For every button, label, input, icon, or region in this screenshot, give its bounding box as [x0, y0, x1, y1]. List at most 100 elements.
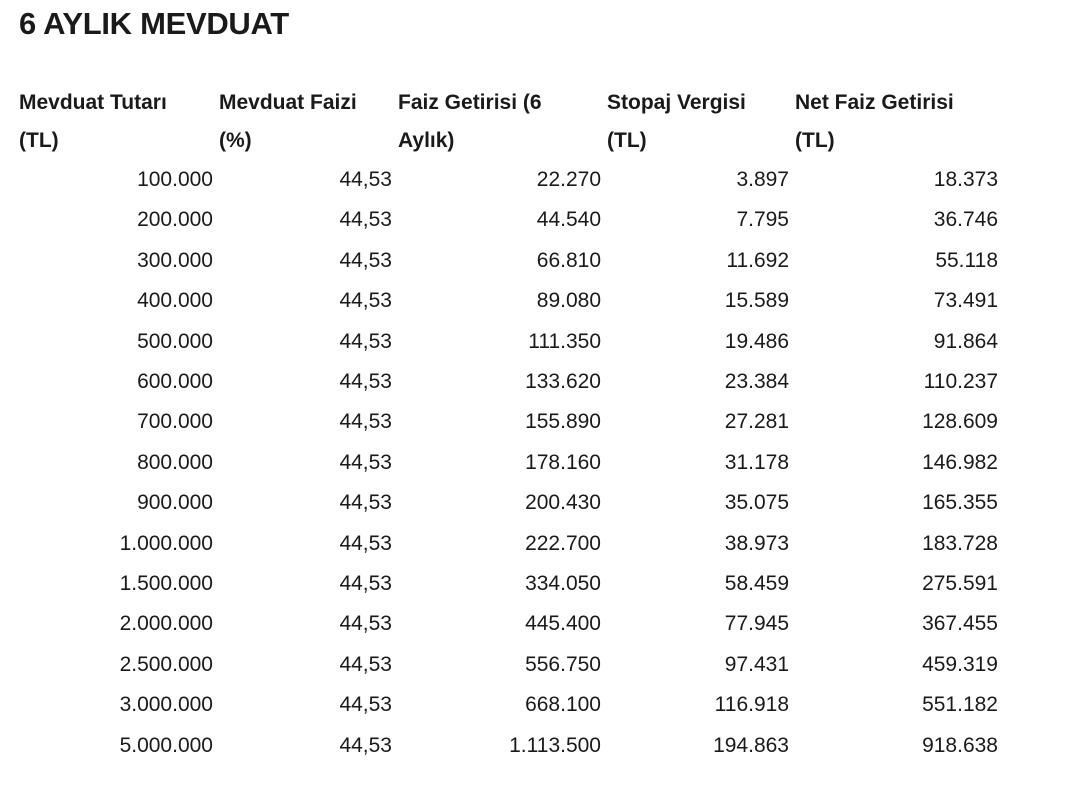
header-line: Stopaj Vergisi [607, 91, 746, 114]
cell-tax: 3.897 [736, 168, 789, 191]
table-row: 5.000.000 44,53 1.113.500 194.863 918.638 [16, 726, 1001, 766]
cell-amount: 800.000 [137, 450, 213, 474]
cell-rate: 44,53 [339, 248, 392, 272]
cell-net: 18.373 [933, 168, 998, 191]
header-line: (TL) [19, 129, 59, 152]
column-header-tax: Stopaj Vergisi (TL) [604, 84, 792, 160]
cell-net: 110.237 [923, 370, 998, 394]
cell-tax: 77.945 [724, 612, 789, 636]
table-row: 3.000.000 44,53 668.100 116.918 551.182 [16, 685, 1001, 725]
deposit-table: Mevduat Tutarı (TL) Mevduat Faizi (%) Faiz G… [16, 84, 1001, 766]
cell-amount: 200.000 [137, 208, 213, 232]
cell-interest: 200.430 [525, 491, 601, 515]
header-line: Faiz Getirisi (6 [398, 91, 542, 114]
column-header-net: Net Faiz Getirisi (TL) [792, 84, 1001, 160]
cell-net: 91.864 [933, 329, 998, 353]
cell-rate: 44,53 [339, 491, 392, 515]
cell-net: 918.638 [922, 733, 998, 757]
header-line: Aylık) [398, 129, 455, 152]
cell-rate: 44,53 [339, 208, 392, 232]
column-header-interest: Faiz Getirisi (6 Aylık) [395, 84, 604, 160]
cell-amount: 2.500.000 [119, 652, 213, 676]
cell-interest: 89.080 [536, 289, 601, 313]
cell-amount: 1.000.000 [119, 531, 213, 555]
cell-net: 183.728 [922, 531, 998, 555]
table-header-row: Mevduat Tutarı (TL) Mevduat Faizi (%) Faiz G… [16, 84, 1001, 160]
cell-rate: 44,53 [339, 410, 392, 434]
cell-rate: 44,53 [339, 652, 392, 676]
table-row: 700.000 44,53 155.890 27.281 128.609 [16, 402, 1001, 442]
header-line: (TL) [795, 129, 835, 152]
cell-amount: 5.000.000 [119, 733, 213, 757]
cell-net: 551.182 [922, 693, 998, 717]
cell-amount: 900.000 [137, 491, 213, 515]
cell-rate: 44,53 [339, 289, 392, 313]
cell-net: 55.118 [935, 248, 998, 272]
cell-interest: 66.810 [536, 248, 601, 272]
table-row: 1.000.000 44,53 222.700 38.973 183.728 [16, 524, 1001, 564]
cell-interest: 178.160 [525, 450, 601, 474]
cell-interest: 133.620 [525, 370, 601, 394]
cell-tax: 116.918 [714, 693, 789, 717]
cell-tax: 97.431 [724, 652, 789, 676]
header-line: Mevduat Faizi [219, 91, 357, 114]
cell-net: 36.746 [933, 208, 998, 232]
header-line: Net Faiz Getirisi [795, 91, 954, 114]
cell-tax: 19.486 [724, 329, 789, 353]
table-row: 900.000 44,53 200.430 35.075 165.355 [16, 483, 1001, 523]
cell-tax: 38.973 [724, 531, 789, 555]
cell-interest: 222.700 [525, 531, 601, 555]
cell-net: 146.982 [922, 450, 998, 474]
cell-tax: 194.863 [713, 733, 789, 757]
cell-amount: 2.000.000 [119, 612, 213, 636]
cell-tax: 7.795 [736, 208, 789, 232]
cell-net: 73.491 [933, 289, 998, 313]
cell-tax: 27.281 [724, 410, 789, 434]
cell-rate: 44,53 [339, 612, 392, 636]
cell-rate: 44,53 [339, 531, 392, 555]
header-line: Mevduat Tutarı [19, 91, 167, 114]
cell-rate: 44,53 [339, 370, 392, 394]
cell-tax: 23.384 [724, 370, 789, 394]
table-row: 200.000 44,53 44.540 7.795 36.746 [16, 200, 1001, 240]
cell-interest: 155.890 [525, 410, 601, 434]
cell-interest: 334.050 [525, 572, 601, 596]
cell-amount: 100.000 [137, 168, 213, 191]
cell-interest: 445.400 [525, 612, 601, 636]
cell-interest: 556.750 [525, 652, 601, 676]
page-title: 6 AYLIK MEVDUAT [19, 6, 289, 41]
cell-rate: 44,53 [339, 733, 392, 757]
table-row: 1.500.000 44,53 334.050 58.459 275.591 [16, 564, 1001, 604]
cell-net: 275.591 [922, 572, 998, 596]
cell-interest: 668.100 [525, 693, 601, 717]
cell-rate: 44,53 [339, 693, 392, 717]
cell-rate: 44,53 [339, 572, 392, 596]
cell-amount: 3.000.000 [119, 693, 213, 717]
cell-tax: 35.075 [724, 491, 789, 515]
cell-amount: 500.000 [137, 329, 213, 353]
table-row: 500.000 44,53 111.350 19.486 91.864 [16, 322, 1001, 362]
cell-interest: 111.350 [528, 329, 601, 353]
cell-amount: 400.000 [137, 289, 213, 313]
header-line: (TL) [607, 129, 647, 152]
cell-interest: 1.113.500 [509, 733, 601, 757]
cell-rate: 44,53 [339, 329, 392, 353]
header-line: (%) [219, 129, 252, 152]
cell-net: 367.455 [922, 612, 998, 636]
column-header-rate: Mevduat Faizi (%) [216, 84, 395, 160]
cell-amount: 600.000 [137, 370, 213, 394]
cell-interest: 22.270 [536, 168, 601, 191]
cell-rate: 44,53 [339, 168, 392, 191]
table-row: 300.000 44,53 66.810 11.692 55.118 [16, 241, 1001, 281]
cell-tax: 11.692 [726, 248, 789, 272]
cell-amount: 1.500.000 [119, 572, 213, 596]
cell-rate: 44,53 [339, 450, 392, 474]
cell-amount: 700.000 [137, 410, 213, 434]
cell-tax: 31.178 [724, 450, 789, 474]
cell-interest: 44.540 [536, 208, 601, 232]
table-row: 2.000.000 44,53 445.400 77.945 367.455 [16, 604, 1001, 644]
table-row: 600.000 44,53 133.620 23.384 110.237 [16, 362, 1001, 402]
cell-tax: 15.589 [724, 289, 789, 313]
table-row: 400.000 44,53 89.080 15.589 73.491 [16, 281, 1001, 321]
cell-tax: 58.459 [724, 572, 789, 596]
